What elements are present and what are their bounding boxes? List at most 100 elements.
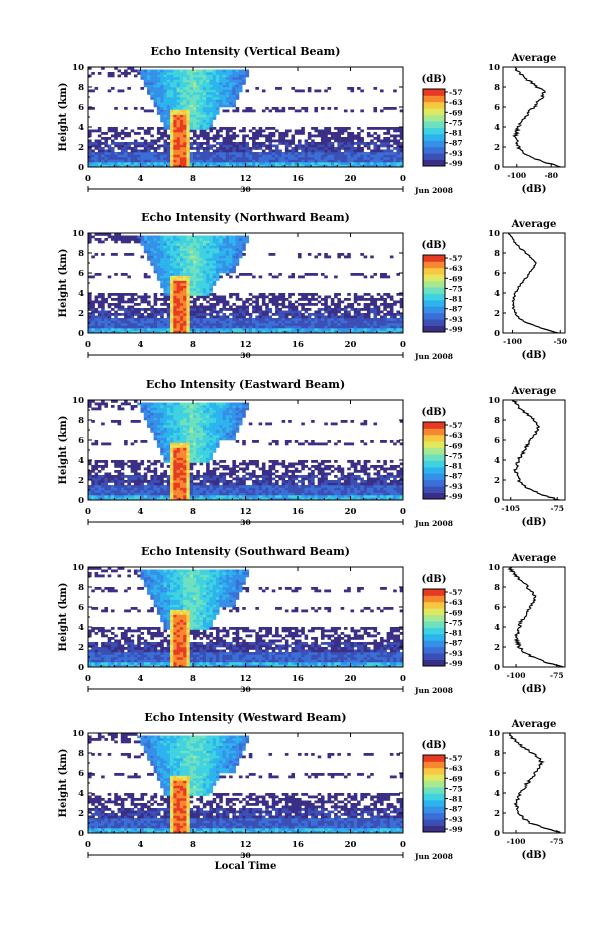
heatmap-cell bbox=[153, 154, 158, 158]
heatmap-cell bbox=[252, 300, 256, 304]
heatmap-cell bbox=[373, 159, 378, 163]
heatmap-cell bbox=[88, 323, 92, 326]
heatmap-cell bbox=[288, 330, 292, 334]
heatmap-cell bbox=[186, 144, 191, 148]
heatmap-cell bbox=[107, 490, 112, 493]
heatmap-cell bbox=[357, 149, 361, 153]
heatmap-cell bbox=[206, 127, 210, 130]
heatmap-cell bbox=[153, 295, 158, 299]
heatmap-cell bbox=[350, 152, 355, 155]
heatmap-cell bbox=[124, 480, 128, 483]
heatmap-cell bbox=[199, 248, 204, 251]
heatmap-cell bbox=[150, 328, 154, 331]
heatmap-cell bbox=[140, 487, 145, 491]
heatmap-cell bbox=[156, 82, 161, 85]
heatmap-cell bbox=[347, 127, 351, 130]
heatmap-cell bbox=[288, 154, 292, 158]
heatmap-cell bbox=[156, 97, 161, 100]
heatmap-cell bbox=[186, 69, 191, 73]
heatmap-cell bbox=[278, 152, 282, 155]
heatmap-cell bbox=[396, 330, 401, 334]
heatmap-cell bbox=[179, 323, 184, 326]
heatmap-cell bbox=[396, 134, 401, 138]
heatmap-cell bbox=[186, 323, 191, 326]
heatmap-cell bbox=[189, 162, 194, 165]
heatmap-cell bbox=[212, 265, 217, 269]
heatmap-cell bbox=[173, 490, 177, 493]
heatmap-cell bbox=[278, 325, 282, 329]
heatmap-cell bbox=[179, 430, 184, 433]
heatmap-cell bbox=[229, 295, 233, 299]
heatmap-cell bbox=[120, 154, 125, 158]
heatmap-cell bbox=[140, 330, 145, 334]
heatmap-cell bbox=[147, 330, 151, 334]
heatmap-cell bbox=[137, 323, 141, 326]
heatmap-cell bbox=[222, 238, 227, 241]
heatmap-cell bbox=[258, 313, 263, 316]
heatmap-cell bbox=[307, 273, 312, 276]
heatmap-cell bbox=[160, 97, 164, 100]
heatmap-cell bbox=[153, 235, 158, 239]
heatmap-cell bbox=[94, 325, 99, 329]
heatmap-cell bbox=[193, 283, 197, 286]
heatmap-cell bbox=[147, 300, 151, 304]
y-tick-label: 0 bbox=[78, 163, 84, 173]
heatmap-cell bbox=[199, 77, 204, 80]
heatmap-cell bbox=[153, 487, 158, 491]
heatmap-cell bbox=[215, 82, 220, 85]
heatmap-cell bbox=[160, 440, 164, 443]
heatmap-cell bbox=[183, 475, 187, 478]
heatmap-cell bbox=[320, 129, 325, 133]
heatmap-cell bbox=[114, 310, 118, 314]
heatmap-cell bbox=[150, 87, 154, 90]
heatmap-cell bbox=[229, 102, 233, 105]
heatmap-cell bbox=[199, 107, 204, 110]
heatmap-cell bbox=[114, 162, 118, 165]
heatmap-cell bbox=[301, 298, 305, 301]
heatmap-cell bbox=[330, 149, 335, 153]
heatmap-cell bbox=[252, 310, 256, 314]
heatmap-cell bbox=[114, 67, 118, 70]
heatmap-cell bbox=[229, 258, 233, 261]
heatmap-cell bbox=[389, 149, 394, 153]
heatmap-cell bbox=[202, 117, 207, 120]
heatmap-cell bbox=[140, 313, 145, 316]
heatmap-cell bbox=[140, 405, 145, 408]
x-tick-label: 0 bbox=[400, 340, 406, 350]
heatmap-cell bbox=[393, 315, 397, 319]
heatmap-cell bbox=[340, 162, 345, 165]
heatmap-cell bbox=[235, 82, 240, 85]
heatmap-cell bbox=[199, 245, 204, 249]
colorbar-swatch bbox=[423, 274, 445, 282]
heatmap-cell bbox=[373, 310, 378, 314]
heatmap-cell bbox=[153, 485, 158, 488]
heatmap-cell bbox=[202, 305, 207, 309]
heatmap-cell bbox=[120, 407, 125, 411]
heatmap-cell bbox=[156, 127, 161, 130]
heatmap-cell bbox=[114, 127, 118, 130]
heatmap-cell bbox=[133, 107, 138, 110]
heatmap-cell bbox=[284, 134, 289, 138]
heatmap-cell bbox=[150, 142, 154, 145]
heatmap-cell bbox=[160, 313, 164, 316]
heatmap-cell bbox=[189, 74, 194, 78]
heatmap-cell bbox=[327, 320, 332, 324]
heatmap-cell bbox=[222, 82, 227, 85]
heatmap-cell bbox=[170, 303, 174, 306]
heatmap-cell bbox=[193, 92, 197, 95]
heatmap-cell bbox=[179, 107, 184, 110]
heatmap-cell bbox=[88, 74, 92, 78]
heatmap-cell bbox=[173, 325, 177, 329]
heatmap-cell bbox=[160, 320, 164, 324]
heatmap-cell bbox=[366, 298, 371, 301]
heatmap-cell bbox=[393, 159, 397, 163]
heatmap-cell bbox=[261, 149, 266, 153]
heatmap-cell bbox=[186, 328, 191, 331]
heatmap-cell bbox=[189, 94, 194, 98]
heatmap-cell bbox=[212, 308, 217, 311]
heatmap-cell bbox=[156, 147, 161, 150]
heatmap-cell bbox=[291, 164, 296, 168]
heatmap-cell bbox=[101, 147, 105, 150]
heatmap-cell bbox=[160, 285, 164, 289]
heatmap-cell bbox=[189, 164, 194, 168]
